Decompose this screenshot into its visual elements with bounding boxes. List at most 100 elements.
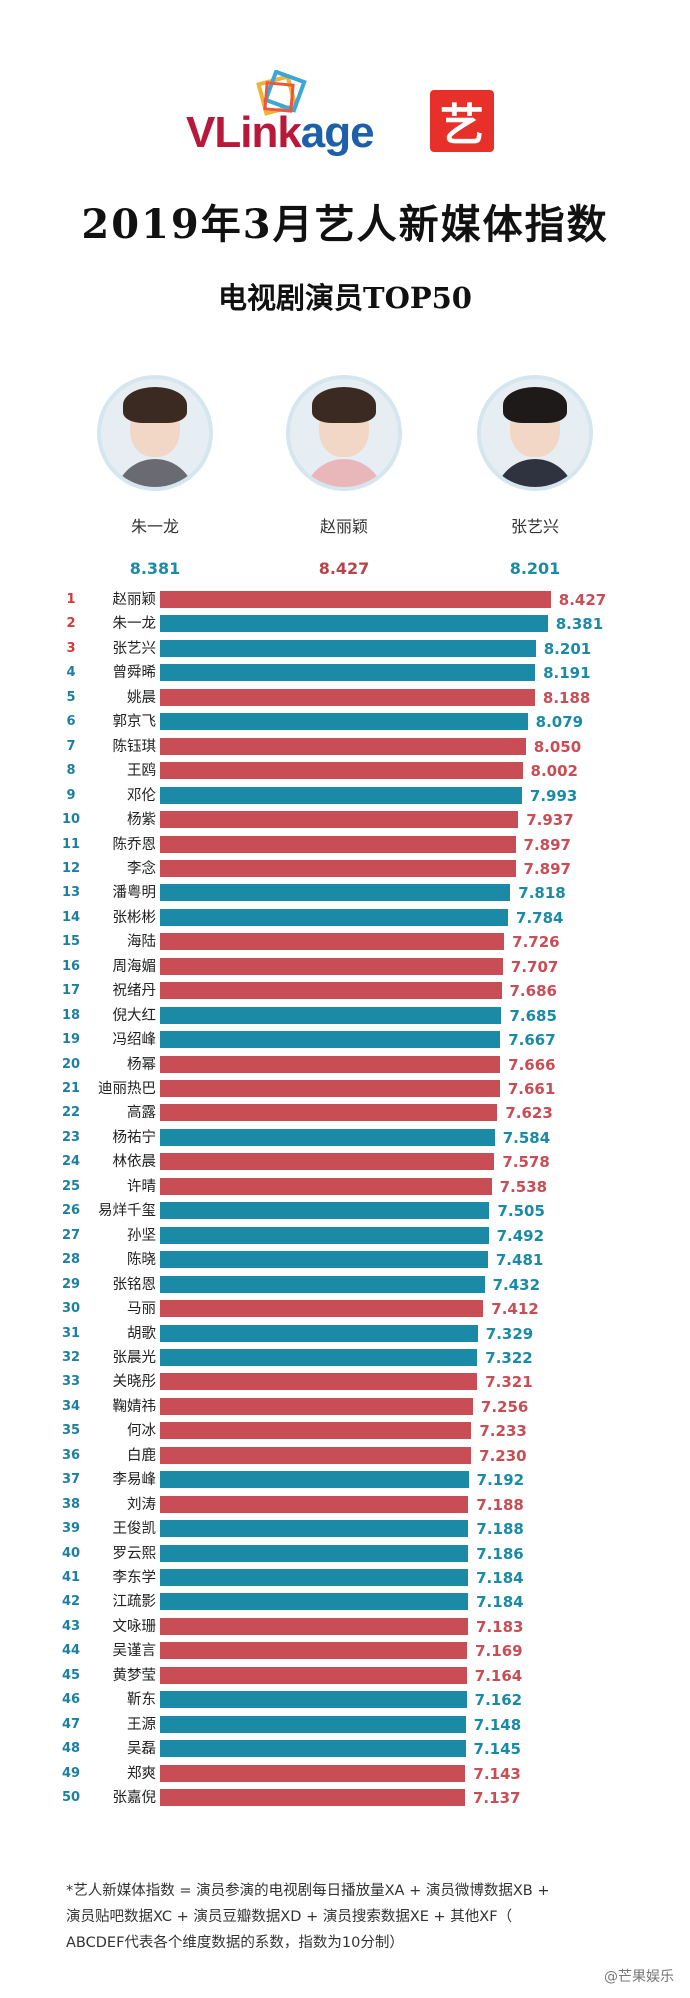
bar xyxy=(160,1691,467,1709)
rank-label: 23 xyxy=(61,1129,81,1145)
actor-name: 李易峰 xyxy=(112,1472,157,1489)
bar xyxy=(160,1324,478,1342)
rank-label: 37 xyxy=(61,1472,81,1488)
chart-row: 27 孙坚 7.492 xyxy=(0,1224,690,1248)
chart-row: 30 马丽 7.412 xyxy=(0,1297,690,1321)
rank-label: 38 xyxy=(61,1496,81,1512)
rank-label: 3 xyxy=(66,640,76,656)
chart-row: 7 陈钰琪 8.050 xyxy=(0,735,690,759)
bar xyxy=(160,1080,500,1097)
actor-name: 李东学 xyxy=(112,1570,157,1586)
page-title: 2019年3月艺人新媒体指数 xyxy=(81,201,609,248)
rank-label: 14 xyxy=(61,909,81,925)
podium-score: 8.381 xyxy=(129,559,181,578)
bar xyxy=(160,1397,473,1415)
actor-name: 倪大红 xyxy=(112,1007,157,1024)
bar xyxy=(160,688,535,706)
chart-row: 20 杨幂 7.666 xyxy=(0,1053,690,1077)
rank-label: 22 xyxy=(61,1105,81,1121)
rank-label: 18 xyxy=(61,1007,81,1023)
rank-label: 40 xyxy=(61,1545,81,1561)
actor-name: 刘涛 xyxy=(127,1496,156,1513)
actor-name: 周海媚 xyxy=(112,958,157,975)
bar xyxy=(160,811,519,829)
avatar xyxy=(97,375,213,491)
value-label: 7.186 xyxy=(476,1544,524,1563)
rank-label: 44 xyxy=(61,1643,81,1659)
value-label: 7.897 xyxy=(523,859,571,878)
rank-label: 41 xyxy=(61,1570,81,1585)
actor-name: 靳东 xyxy=(127,1692,156,1709)
podium-name: 张艺兴 xyxy=(510,517,559,536)
chart-row: 17 祝绪丹 7.686 xyxy=(0,979,690,1003)
bar xyxy=(160,615,548,633)
chart-row: 26 易烊千玺 7.505 xyxy=(0,1199,690,1223)
rank-label: 33 xyxy=(61,1374,81,1390)
value-label: 7.188 xyxy=(476,1495,524,1514)
rank-label: 6 xyxy=(66,714,76,730)
bar xyxy=(160,1031,501,1049)
chart-row: 48 吴磊 7.145 xyxy=(0,1737,690,1761)
actor-name: 林依晨 xyxy=(112,1154,157,1171)
footnote-line: *艺人新媒体指数 = 演员参演的电视剧每日播放量XA + 演员微博数据XB + xyxy=(66,1883,550,1899)
rank-label: 9 xyxy=(66,787,76,803)
value-label: 7.505 xyxy=(497,1202,545,1221)
bar xyxy=(160,1348,478,1366)
value-label: 7.726 xyxy=(512,933,560,952)
chart-row: 42 江疏影 7.184 xyxy=(0,1590,690,1614)
rank-label: 17 xyxy=(61,983,81,999)
value-label: 7.256 xyxy=(480,1397,529,1416)
rank-label: 49 xyxy=(61,1765,81,1781)
actor-name: 冯绍峰 xyxy=(112,1032,157,1049)
podium-third: 张艺兴 8.201 xyxy=(450,375,620,578)
bar xyxy=(160,835,516,853)
bar xyxy=(160,1642,468,1660)
actor-name: 白鹿 xyxy=(127,1447,156,1464)
chart-row: 47 王源 7.148 xyxy=(0,1713,690,1737)
bar xyxy=(160,908,509,926)
actor-name: 迪丽热巴 xyxy=(98,1081,156,1097)
rank-label: 46 xyxy=(61,1692,81,1708)
rank-label: 1 xyxy=(66,592,76,607)
bar xyxy=(160,884,511,902)
bar xyxy=(160,859,516,877)
yi-badge-logo: 艺 xyxy=(430,90,494,152)
value-label: 7.137 xyxy=(473,1789,521,1808)
chart-row: 45 黄梦莹 7.164 xyxy=(0,1664,690,1688)
footnote: *艺人新媒体指数 = 演员参演的电视剧每日播放量XA + 演员微博数据XB + … xyxy=(66,1878,656,1956)
value-label: 7.661 xyxy=(507,1080,556,1098)
value-label: 8.381 xyxy=(555,615,604,634)
chart-row: 28 陈晓 7.481 xyxy=(0,1248,690,1272)
value-label: 7.162 xyxy=(474,1691,523,1710)
bar xyxy=(160,1666,467,1684)
logo-mark-icon xyxy=(256,70,307,116)
value-label: 7.578 xyxy=(502,1153,550,1172)
bar xyxy=(160,1153,495,1171)
chart-row: 33 关晓彤 7.321 xyxy=(0,1370,690,1394)
chart-row: 19 冯绍峰 7.667 xyxy=(0,1028,690,1052)
value-label: 7.667 xyxy=(508,1031,556,1050)
rank-label: 21 xyxy=(61,1081,81,1096)
value-label: 7.184 xyxy=(476,1593,524,1612)
watermark: @芒果娱乐 xyxy=(604,1969,674,1985)
actor-name: 关晓彤 xyxy=(112,1374,157,1391)
bar xyxy=(160,1593,469,1611)
actor-name: 陈乔恩 xyxy=(112,836,157,853)
chart-row: 49 郑爽 7.143 xyxy=(0,1762,690,1786)
value-label: 7.329 xyxy=(485,1324,534,1343)
rank-label: 15 xyxy=(61,934,81,950)
podium-score: 8.427 xyxy=(318,559,370,578)
value-label: 7.148 xyxy=(473,1715,522,1734)
actor-name: 张彬彬 xyxy=(112,909,157,926)
bar xyxy=(160,1617,469,1635)
value-label: 7.818 xyxy=(518,884,566,903)
rank-label: 2 xyxy=(66,616,76,632)
actor-name: 祝绪丹 xyxy=(112,983,157,1000)
actor-name: 姚晨 xyxy=(127,689,156,706)
actor-name: 陈晓 xyxy=(127,1252,156,1269)
rank-label: 35 xyxy=(61,1423,81,1439)
logo-text-part2: age xyxy=(300,108,375,157)
chart-row: 18 倪大红 7.685 xyxy=(0,1004,690,1028)
value-label: 7.492 xyxy=(496,1226,545,1245)
actor-name: 张嘉倪 xyxy=(112,1790,157,1807)
